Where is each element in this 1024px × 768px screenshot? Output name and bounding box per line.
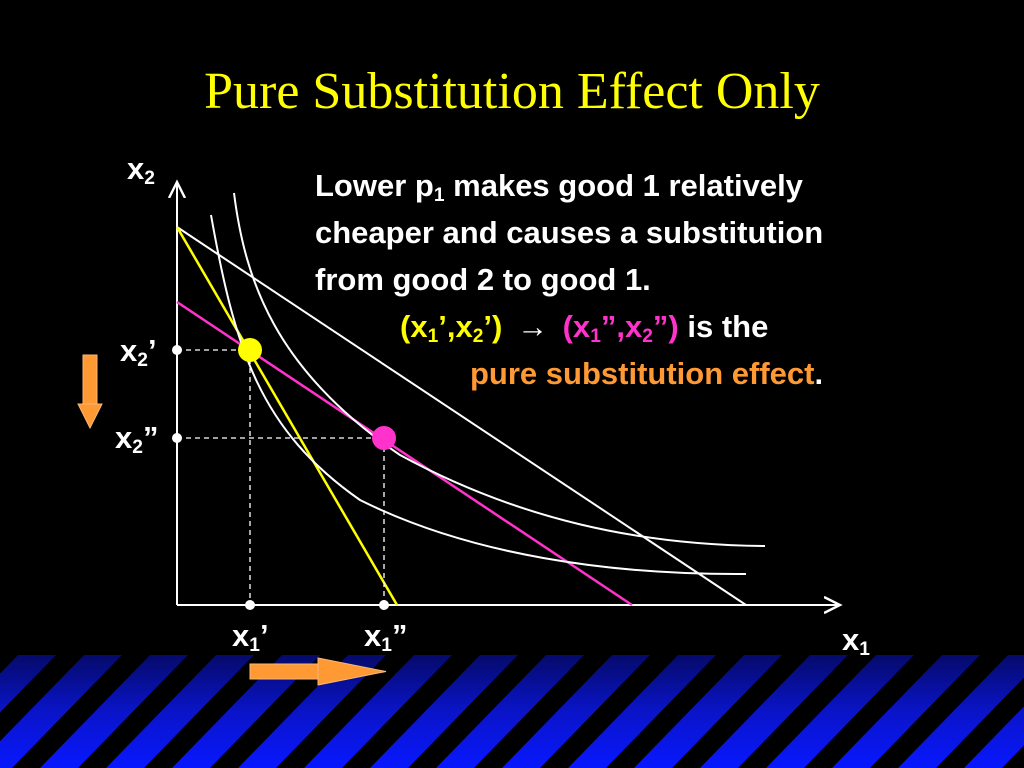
tick-dot-x1-double-prime	[379, 600, 389, 610]
stripe	[606, 655, 744, 768]
x2-prime-label: x2’	[120, 333, 157, 371]
stripe	[408, 655, 546, 768]
explanation-text: Lower p1 makes good 1 relatively cheaper…	[315, 162, 1015, 397]
stripe	[870, 655, 1008, 768]
explanation-line-2: cheaper and causes a substitution	[315, 215, 824, 250]
down-arrow	[77, 354, 103, 430]
stripe	[0, 655, 18, 674]
stripe	[672, 655, 810, 768]
right-arrow	[249, 657, 387, 686]
substitution-bundle-point	[372, 426, 396, 450]
y-axis-label: x2	[127, 151, 155, 189]
substitution-bundle-notation: (x1”,x2”)	[562, 309, 679, 347]
stripe	[738, 655, 876, 768]
original-bundle-point	[238, 338, 262, 362]
stripe	[0, 655, 84, 742]
effect-name: pure substitution effect	[470, 356, 815, 391]
stripe	[474, 655, 612, 768]
tick-dot-x2-double-prime	[172, 433, 182, 443]
stripe	[276, 655, 414, 768]
stripe	[804, 655, 942, 768]
stripe	[12, 655, 150, 768]
explanation-line-3: from good 2 to good 1.	[315, 262, 651, 297]
stripe	[78, 655, 216, 768]
x2-double-prime-label: x2”	[115, 420, 159, 458]
tick-dot-x2-prime	[172, 345, 182, 355]
stripe	[342, 655, 480, 768]
stripe	[540, 655, 678, 768]
stripe	[210, 655, 348, 768]
original-bundle-notation: (x1’,x2’)	[400, 309, 503, 347]
stripe	[936, 677, 1024, 768]
right-arrow-symbol: →	[516, 309, 548, 344]
x-axis-label: x1	[842, 622, 870, 660]
explanation-line-5: pure substitution effect.	[470, 356, 824, 391]
page-title: Pure Substitution Effect Only	[204, 63, 820, 120]
indifference-curve-low	[210, 214, 747, 576]
original-budget-line	[175, 226, 399, 606]
stripe	[144, 655, 282, 768]
indifference-curve-high	[233, 192, 766, 547]
tick-dot-x1-prime	[245, 600, 255, 610]
stripe	[1002, 745, 1024, 768]
x1-double-prime-label: x1”	[364, 618, 408, 656]
x1-prime-label: x1’	[232, 618, 269, 656]
new-budget-line	[176, 226, 747, 606]
explanation-line-4: (x1’,x2’) → (x1”,x2”) is the	[400, 309, 769, 347]
explanation-line-1: Lower p1 makes good 1 relatively	[315, 168, 803, 206]
